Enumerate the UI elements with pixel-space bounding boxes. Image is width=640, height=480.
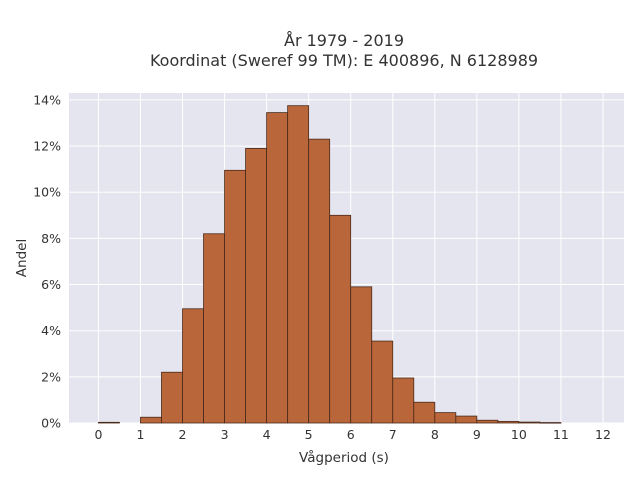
y-tick-label: 8% xyxy=(41,231,61,246)
x-tick-label: 12 xyxy=(595,427,611,442)
x-tick-label: 1 xyxy=(137,427,145,442)
y-tick-label: 2% xyxy=(41,369,61,384)
histogram-bar xyxy=(434,412,457,424)
histogram-bar xyxy=(224,169,246,424)
histogram-bar xyxy=(182,308,204,424)
histogram-bar xyxy=(350,286,373,424)
bars xyxy=(98,105,562,424)
x-tick-label: 10 xyxy=(511,427,527,442)
x-tick-label: 11 xyxy=(553,427,569,442)
histogram-bar xyxy=(308,138,331,424)
histogram-bar xyxy=(203,233,225,424)
y-tick-label: 10% xyxy=(33,185,61,200)
histogram-bar xyxy=(98,421,120,424)
histogram-bar xyxy=(392,377,415,424)
x-tick-label: 3 xyxy=(221,427,229,442)
x-tick-label: 7 xyxy=(389,427,397,442)
y-tick-label: 0% xyxy=(41,416,61,431)
histogram-bar xyxy=(161,371,183,424)
histogram-bar xyxy=(539,422,562,424)
histogram-bar xyxy=(518,421,541,424)
x-tick-label: 6 xyxy=(347,427,355,442)
y-tick-label: 6% xyxy=(41,277,61,292)
y-tick-label: 12% xyxy=(33,139,61,154)
x-tick-label: 0 xyxy=(94,427,102,442)
histogram-bar xyxy=(329,214,352,424)
histogram-bar xyxy=(266,112,289,424)
chart-subtitle: Koordinat (Sweref 99 TM): E 400896, N 61… xyxy=(150,51,538,70)
chart-title: År 1979 - 2019 xyxy=(284,31,404,50)
y-tick-labels: 0% 2% 4% 6% 8% 10% 12% 14% xyxy=(33,92,61,430)
x-tick-label: 8 xyxy=(431,427,439,442)
histogram-bar xyxy=(245,147,268,424)
x-tick-label: 9 xyxy=(473,427,481,442)
y-axis-label: Andel xyxy=(14,239,30,277)
histogram-bar xyxy=(455,415,478,424)
histogram-bar xyxy=(140,416,162,424)
histogram-bar xyxy=(497,420,520,424)
histogram-bar xyxy=(371,340,394,424)
x-gridlines xyxy=(97,93,604,423)
x-tick-label: 2 xyxy=(179,427,187,442)
x-axis-label: Vågperiod (s) xyxy=(299,449,389,466)
histogram-bar xyxy=(476,419,499,424)
histogram-bar xyxy=(287,105,310,424)
x-tick-label: 4 xyxy=(263,427,271,442)
x-tick-label: 5 xyxy=(305,427,313,442)
histogram-bar xyxy=(413,401,436,424)
y-tick-label: 4% xyxy=(41,323,61,338)
y-tick-label: 14% xyxy=(33,92,61,107)
x-tick-labels: 0 1 2 3 4 5 6 7 8 9 10 11 12 xyxy=(94,427,610,442)
